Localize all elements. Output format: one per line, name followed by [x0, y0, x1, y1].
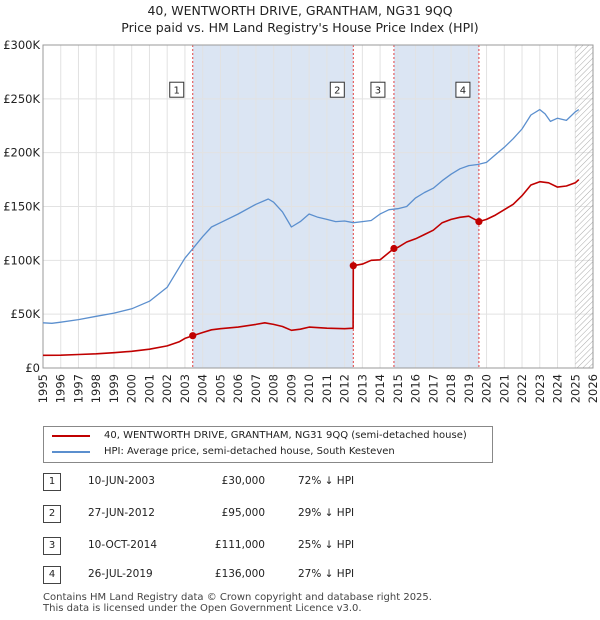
x-tick-label: 2016 — [409, 374, 423, 403]
x-tick-label: 2002 — [160, 374, 174, 403]
x-tick-label: 2020 — [480, 374, 494, 403]
title-line-1: 40, WENTWORTH DRIVE, GRANTHAM, NG31 9QQ — [147, 3, 453, 18]
sale-marker-box — [455, 81, 471, 98]
sale-price: £111,000 — [214, 539, 265, 551]
chart-title: 40, WENTWORTH DRIVE, GRANTHAM, NG31 9QQ … — [0, 2, 600, 36]
sale-row: 2 27-JUN-2012 £95,000 29% ↓ HPI — [43, 505, 463, 523]
sale-hpi-diff: 27% ↓ HPI — [298, 568, 355, 580]
x-tick-label: 2013 — [355, 374, 369, 403]
legend-price-swatch — [52, 435, 90, 437]
x-tick-label: 2005 — [213, 374, 227, 403]
x-tick-label: 2007 — [249, 374, 263, 403]
x-tick-label: 2014 — [373, 374, 387, 403]
sale-number: 2 — [43, 505, 61, 523]
x-tick-label: 2006 — [231, 374, 245, 403]
sale-marker-box — [329, 81, 345, 98]
x-tick-label: 2009 — [284, 374, 298, 403]
x-tick-label: 2019 — [462, 374, 476, 403]
hpi-line — [42, 108, 580, 324]
sale-date: 26-JUL-2019 — [88, 568, 153, 580]
legend: 40, WENTWORTH DRIVE, GRANTHAM, NG31 9QQ … — [43, 426, 493, 463]
sale-date: 10-JUN-2003 — [88, 475, 155, 487]
x-tick-label: 2018 — [444, 374, 458, 403]
sale-hpi-diff: 72% ↓ HPI — [298, 475, 355, 487]
sale-date: 10-OCT-2014 — [88, 539, 157, 551]
x-tick-label: 1996 — [54, 374, 68, 403]
footer-copyright: Contains HM Land Registry data © Crown c… — [43, 592, 432, 603]
x-tick-label: 1997 — [71, 374, 85, 403]
footer-licence: This data is licensed under the Open Gov… — [43, 603, 362, 614]
y-tick-label: £250K — [3, 92, 40, 106]
sale-hpi-diff: 29% ↓ HPI — [298, 507, 355, 519]
x-tick-label: 2008 — [267, 374, 281, 403]
sale-marker-box — [370, 81, 386, 98]
sale-point — [475, 217, 483, 226]
title-line-2: Price paid vs. HM Land Registry's House … — [121, 20, 479, 35]
y-tick-label: £300K — [3, 38, 40, 52]
sale-number: 1 — [43, 473, 61, 491]
plot-border — [42, 44, 594, 369]
x-tick-label: 2003 — [178, 374, 192, 403]
x-tick-label: 1995 — [36, 374, 50, 403]
sale-row: 3 10-OCT-2014 £111,000 25% ↓ HPI — [43, 537, 463, 555]
y-tick-label: £200K — [3, 146, 40, 160]
sale-row: 1 10-JUN-2003 £30,000 72% ↓ HPI — [43, 473, 463, 491]
sale-marker-box — [169, 81, 185, 98]
x-tick-label: 2012 — [338, 374, 352, 403]
sale-number: 3 — [43, 537, 61, 555]
y-tick-label: £50K — [11, 307, 41, 321]
x-tick-label: 2001 — [142, 374, 156, 403]
legend-hpi-swatch — [52, 451, 90, 453]
sale-marker-label: 1 — [174, 86, 180, 97]
legend-price-label: 40, WENTWORTH DRIVE, GRANTHAM, NG31 9QQ … — [104, 430, 467, 441]
sale-price: £30,000 — [221, 475, 265, 487]
sale-number: 4 — [43, 566, 61, 584]
x-tick-label: 2023 — [533, 374, 547, 403]
y-tick-label: £150K — [3, 200, 40, 214]
y-tick-label: £0 — [25, 361, 40, 375]
sale-price: £136,000 — [214, 568, 265, 580]
y-tick-label: £100K — [3, 253, 40, 267]
x-tick-label: 2026 — [586, 374, 600, 403]
price-paid-line — [42, 179, 580, 357]
legend-hpi-label: HPI: Average price, semi-detached house,… — [104, 446, 395, 457]
sale-marker-label: 2 — [334, 86, 340, 97]
x-tick-label: 2004 — [196, 374, 210, 403]
x-tick-label: 2025 — [568, 374, 582, 403]
x-tick-label: 2015 — [391, 374, 405, 403]
sale-hpi-diff: 25% ↓ HPI — [298, 539, 355, 551]
sale-row: 4 26-JUL-2019 £136,000 27% ↓ HPI — [43, 566, 463, 584]
projection-hatch — [575, 45, 593, 368]
x-tick-label: 2021 — [497, 374, 511, 403]
sale-price: £95,000 — [221, 507, 265, 519]
sale-date: 27-JUN-2012 — [88, 507, 155, 519]
sale-marker-label: 4 — [460, 86, 466, 97]
x-tick-label: 2017 — [426, 374, 440, 403]
x-tick-label: 2022 — [515, 374, 529, 403]
sale-point — [189, 332, 197, 340]
x-tick-label: 2000 — [125, 374, 139, 403]
sale-point — [349, 262, 357, 270]
x-tick-label: 2010 — [302, 374, 316, 403]
sale-point — [390, 244, 398, 253]
footer: Contains HM Land Registry data © Crown c… — [43, 592, 432, 614]
x-tick-label: 2024 — [551, 374, 565, 403]
price-chart: 1 2 3 4 £0 £50K £100K £150K £200K £250K £300K 1995 1… — [3, 38, 600, 403]
x-tick-label: 1998 — [89, 374, 103, 403]
x-tick-label: 2011 — [320, 374, 334, 403]
sale-marker-label: 3 — [375, 86, 381, 97]
x-tick-label: 1999 — [107, 374, 121, 403]
